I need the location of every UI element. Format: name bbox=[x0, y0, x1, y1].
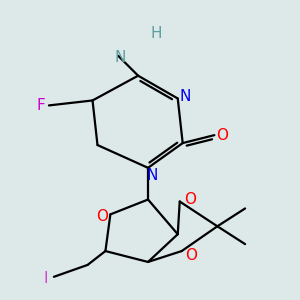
Text: O: O bbox=[186, 248, 198, 262]
Text: O: O bbox=[184, 192, 196, 207]
Text: O: O bbox=[96, 209, 108, 224]
Text: N: N bbox=[115, 50, 126, 65]
Text: I: I bbox=[44, 271, 48, 286]
Text: O: O bbox=[216, 128, 228, 142]
Text: H: H bbox=[150, 26, 162, 40]
Text: N: N bbox=[146, 168, 158, 183]
Text: N: N bbox=[180, 89, 191, 104]
Text: F: F bbox=[37, 98, 45, 113]
